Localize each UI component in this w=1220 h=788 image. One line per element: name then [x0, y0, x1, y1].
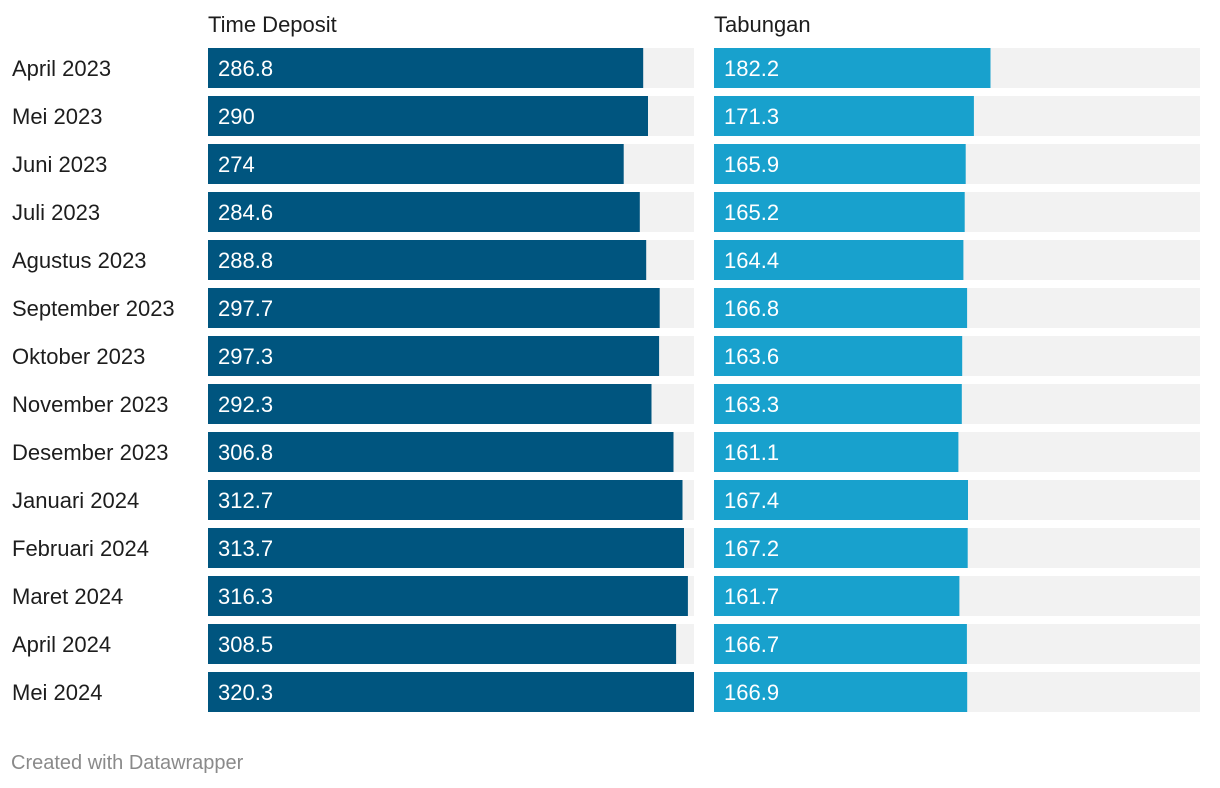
value-label: 292.3 — [218, 392, 273, 417]
value-label: 290 — [218, 104, 255, 129]
category-label: Juli 2023 — [12, 200, 100, 225]
category-label: Mei 2023 — [12, 104, 103, 129]
value-label: 161.7 — [724, 584, 779, 609]
footer-credit[interactable]: Created with Datawrapper — [11, 752, 244, 774]
bar[interactable] — [208, 576, 688, 616]
value-label: 166.8 — [724, 296, 779, 321]
bar[interactable] — [208, 336, 660, 376]
category-label: Mei 2024 — [12, 680, 103, 705]
bar[interactable] — [714, 672, 968, 712]
bar[interactable] — [208, 192, 640, 232]
bar[interactable] — [208, 528, 684, 568]
value-label: 182.2 — [724, 56, 779, 81]
value-label: 165.9 — [724, 152, 779, 177]
category-label: Desember 2023 — [12, 440, 169, 465]
value-label: 297.7 — [218, 296, 273, 321]
value-label: 167.4 — [724, 488, 779, 513]
bar[interactable] — [714, 432, 959, 472]
bar[interactable] — [714, 96, 974, 136]
category-label: Februari 2024 — [12, 536, 149, 561]
bar[interactable] — [208, 624, 677, 664]
value-label: 163.6 — [724, 344, 779, 369]
category-label: Juni 2023 — [12, 152, 107, 177]
bar[interactable] — [714, 336, 963, 376]
category-label: Agustus 2023 — [12, 248, 147, 273]
value-label: 320.3 — [218, 680, 273, 705]
value-label: 288.8 — [218, 248, 273, 273]
bar[interactable] — [714, 192, 965, 232]
value-label: 286.8 — [218, 56, 273, 81]
value-label: 312.7 — [218, 488, 273, 513]
value-label: 306.8 — [218, 440, 273, 465]
value-label: 165.2 — [724, 200, 779, 225]
bar[interactable] — [714, 288, 968, 328]
bar[interactable] — [208, 48, 644, 88]
bar[interactable] — [714, 480, 968, 520]
value-label: 171.3 — [724, 104, 779, 129]
bar[interactable] — [714, 240, 964, 280]
value-label: 297.3 — [218, 344, 273, 369]
bar[interactable] — [208, 672, 694, 712]
bar[interactable] — [208, 144, 624, 184]
series-title: Time Deposit — [208, 12, 337, 37]
series-title: Tabungan — [714, 12, 811, 37]
value-label: 166.7 — [724, 632, 779, 657]
value-label: 166.9 — [724, 680, 779, 705]
bar[interactable] — [714, 384, 962, 424]
category-label: April 2023 — [12, 56, 111, 81]
category-label: April 2024 — [12, 632, 111, 657]
value-label: 164.4 — [724, 248, 779, 273]
value-label: 167.2 — [724, 536, 779, 561]
value-label: 161.1 — [724, 440, 779, 465]
value-label: 163.3 — [724, 392, 779, 417]
bar[interactable] — [208, 384, 652, 424]
category-label: Oktober 2023 — [12, 344, 145, 369]
bar[interactable] — [208, 480, 683, 520]
bar[interactable] — [714, 576, 960, 616]
category-label: September 2023 — [12, 296, 175, 321]
bar[interactable] — [714, 624, 967, 664]
bar[interactable] — [208, 96, 648, 136]
value-label: 274 — [218, 152, 255, 177]
category-label: Januari 2024 — [12, 488, 139, 513]
category-label: Maret 2024 — [12, 584, 123, 609]
bar[interactable] — [714, 48, 991, 88]
bar[interactable] — [208, 288, 660, 328]
value-label: 316.3 — [218, 584, 273, 609]
value-label: 308.5 — [218, 632, 273, 657]
bar[interactable] — [714, 144, 966, 184]
value-label: 284.6 — [218, 200, 273, 225]
value-label: 313.7 — [218, 536, 273, 561]
bar[interactable] — [208, 432, 674, 472]
category-label: November 2023 — [12, 392, 169, 417]
bar[interactable] — [714, 528, 968, 568]
bar[interactable] — [208, 240, 647, 280]
